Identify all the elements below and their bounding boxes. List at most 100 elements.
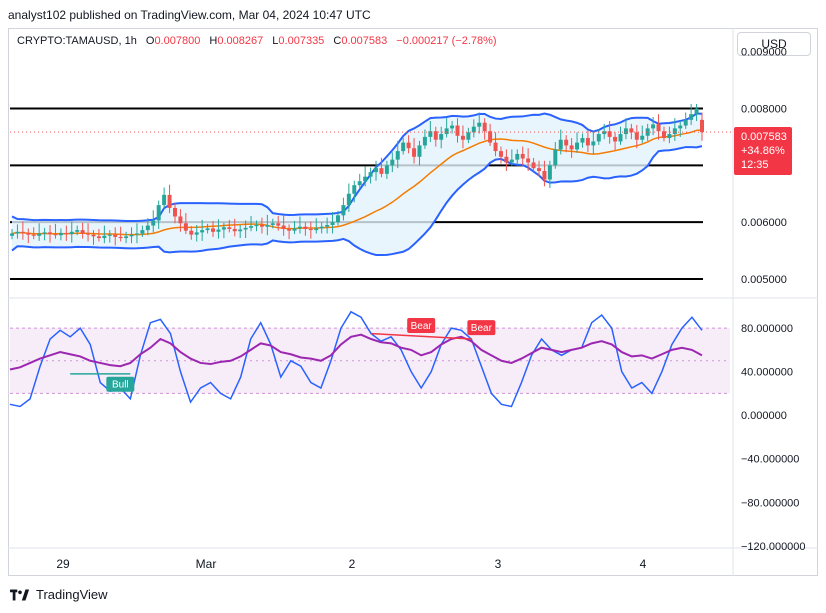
candle-body [243,227,248,230]
candle-body [661,131,666,139]
candle-body [417,145,422,157]
candle-body [395,151,400,160]
candle-body [569,145,574,150]
candle-body [640,135,645,140]
candle-body [390,159,395,166]
chart-frame [8,28,818,576]
candle-body [498,151,503,157]
candle-body [651,124,656,129]
candle-body [618,134,623,142]
candle-body [672,128,677,135]
candle-body [444,128,449,135]
last-price: 0.007583 [741,131,787,143]
oscillator-tick-label: 0.000000 [741,410,787,422]
candle-body [118,236,123,239]
candle-body [156,205,161,221]
time-tick-label: Mar [196,557,217,571]
candle-body [167,194,172,208]
signal-label-text: Bear [411,321,433,332]
last-price-tag: 0.007583 +34.86% 12:35 [734,127,792,175]
signal-label-text: Bear [471,323,493,334]
tradingview-logo-icon [10,589,30,600]
candle-body [183,223,188,231]
bollinger-lower-line [11,145,703,256]
candle-body [129,234,134,237]
candle-body [537,168,542,171]
candle-body [509,159,514,163]
candle-body [297,226,302,229]
candle-body [368,172,373,177]
footer-brand[interactable]: TradingView [10,587,108,602]
price-tick-label: 0.008000 [741,103,787,115]
candle-body [145,225,150,231]
candle-body [352,185,357,194]
candle-body [455,125,460,136]
change-value: −0.000217 (−2.78%) [396,35,497,47]
candle-body [422,136,427,146]
candle-body [683,119,688,126]
time-tick-label: 2 [349,557,356,571]
candle-body [216,229,221,232]
oscillator-tick-label: −40.000000 [741,454,799,466]
candle-body [10,233,14,236]
candle-body [319,226,324,229]
candle-body [58,232,63,236]
time-tick-label: 3 [495,557,502,571]
candle-body [205,228,210,231]
stoch-k-line [9,310,703,408]
candle-body [602,131,607,135]
candle-body [433,131,438,140]
candle-body [31,234,36,236]
bollinger-upper-line [11,112,703,223]
time-tick-label: 29 [56,557,70,571]
low-value: 0.007335 [278,35,325,47]
rsi-line [9,333,703,371]
time-tick-label: 4 [640,557,647,571]
price-tick-label: 0.006000 [741,217,787,229]
candle-body [553,149,558,166]
candle-body [287,228,292,231]
candle-body [303,226,308,229]
candle-body [558,139,563,150]
candle-body [200,230,205,233]
candle-body [596,134,601,142]
candle-body [471,126,476,133]
candle-body [37,233,42,236]
price-tick-label: 0.005000 [741,274,787,286]
candle-body [580,138,585,143]
currency-button[interactable]: USD [737,32,811,56]
candle-body [488,131,493,143]
candle-body [42,232,47,234]
candle-body [26,232,31,235]
candle-body [428,131,433,137]
candle-body [249,226,254,228]
candle-body [134,233,139,235]
candle-body [91,234,96,237]
candle-body [221,227,226,230]
candle-body [526,158,531,163]
candle-body [194,232,199,235]
candle-body [335,215,340,223]
candle-body [564,139,569,146]
publisher-line: analyst102 published on TradingView.com,… [8,8,371,22]
candle-body [107,234,112,236]
candle-body [520,153,525,159]
candle-body [515,153,520,160]
symbol-label[interactable]: CRYPTO:TAMAUSD, 1h [17,35,137,47]
candle-body [357,181,362,186]
signal-label-bg [106,376,135,392]
candle-body [629,128,634,133]
close-value: 0.007583 [341,35,388,47]
candle-body [69,231,74,235]
candle-body [162,194,167,206]
candle-body [270,223,275,225]
candle-body [140,230,145,234]
candle-body [482,122,487,132]
candle-body [292,228,297,231]
candle-body [172,207,177,217]
candle-body [64,232,69,235]
candle-body [75,230,80,232]
candle-body [700,119,704,133]
candle-body [531,162,536,169]
